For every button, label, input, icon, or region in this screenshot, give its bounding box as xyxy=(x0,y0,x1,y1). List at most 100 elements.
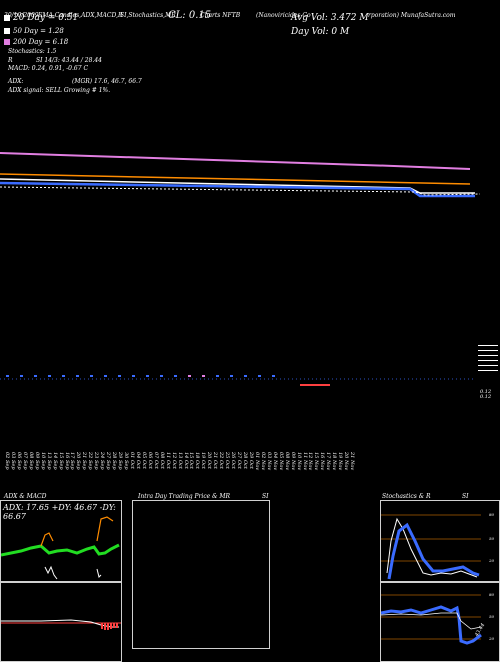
price-label-2: 0.12 xyxy=(480,394,492,400)
date-tick: 30 Sep xyxy=(123,452,129,470)
date-tick: 09 Nov xyxy=(289,452,296,471)
date-range: 30/10/2009 xyxy=(4,12,39,19)
date-tick: 27 Oct xyxy=(236,452,243,469)
adx-orange-line xyxy=(40,516,114,547)
date-tick: 06 Sep xyxy=(15,452,22,470)
adx-readout: ADX: 17.65 +DY: 46.67 -DY: 66.67 xyxy=(3,503,116,521)
date-tick: 29 Oct xyxy=(247,452,254,469)
date-tick: 04 Nov xyxy=(271,452,278,471)
date-tick: 15 Nov xyxy=(313,452,320,471)
date-tick: 22 Oct xyxy=(218,452,225,469)
date-tick: 25 Oct xyxy=(224,452,231,469)
date-tick: 02 Sep xyxy=(4,452,10,470)
intraday-panel xyxy=(132,500,270,649)
date-tick: 06 Oct xyxy=(146,452,153,469)
charts-for-label: Charts NFTB xyxy=(200,12,241,19)
date-tick: 14 Oct xyxy=(182,452,189,469)
si-white-line xyxy=(381,612,482,630)
date-tick: 11 Nov xyxy=(301,452,308,471)
date-tick: 20 Sep xyxy=(75,452,82,470)
adx-panel-title: ADX & MACD xyxy=(4,493,47,500)
adx-white-line xyxy=(44,565,102,580)
volume-markers xyxy=(6,375,330,386)
stoch-panel-title: Stochastics & R xyxy=(382,493,431,500)
date-tick: 27 Sep xyxy=(105,452,112,470)
macd-chart xyxy=(1,619,121,630)
date-tick: 01 Nov xyxy=(253,452,260,471)
company-name: (Nanoviricides Co xyxy=(256,12,311,19)
si-tick-2: 20 xyxy=(489,636,495,641)
indicators-menu[interactable]: EMA,Candles,ADX,MACD,R xyxy=(38,12,123,19)
date-tick: 08 Oct xyxy=(158,452,165,469)
si-tick-0: 80 xyxy=(489,592,495,597)
date-tick: 28 Sep xyxy=(111,452,118,470)
date-tick: 03 Sep xyxy=(9,452,16,470)
date-tick: 18 Oct xyxy=(194,452,201,469)
date-tick: 10 Sep xyxy=(39,452,46,470)
intraday-panel-title: Intra Day Trading Price & MR xyxy=(138,493,231,500)
date-tick: 12 Nov xyxy=(307,452,314,471)
stoch-d-line xyxy=(387,522,480,580)
date-tick: 13 Oct xyxy=(176,452,183,469)
date-tick: 09 Sep xyxy=(33,452,40,470)
date-tick: 15 Oct xyxy=(188,452,195,469)
date-tick: 08 Nov xyxy=(283,452,290,471)
date-tick: 28 Oct xyxy=(242,452,248,469)
date-tick: 15 Sep xyxy=(57,452,64,470)
date-tick: 01 Oct xyxy=(128,452,135,469)
ema200-swatch xyxy=(4,39,10,45)
si-chart xyxy=(381,594,482,645)
ema50-legend: 50 Day = 1.28 xyxy=(4,27,64,35)
date-tick: 24 Sep xyxy=(99,452,106,470)
date-tick: 11 Oct xyxy=(164,452,171,469)
mgr-readout: (MGR) 17.6, 46.7, 66.7 xyxy=(72,78,142,85)
date-tick: 05 Oct xyxy=(140,452,147,469)
date-tick: 16 Nov xyxy=(319,452,326,471)
date-tick: 17 Nov xyxy=(325,452,332,471)
date-tick: 05 Nov xyxy=(277,452,284,471)
ema200-text: 200 Day = 6.18 xyxy=(13,38,69,46)
ema50-swatch xyxy=(4,28,10,34)
stoch-chart xyxy=(381,514,481,580)
adx-chart xyxy=(1,516,120,580)
date-tick: 21 Sep xyxy=(81,452,88,470)
stoch-panel-si: SI xyxy=(462,493,469,500)
date-tick: 07 Sep xyxy=(21,452,28,470)
macd-panel xyxy=(0,582,122,662)
ema200-line xyxy=(0,152,471,170)
ema20-text: 20 Day = 0.51 xyxy=(13,13,79,23)
ema200-legend: 200 Day = 6.18 xyxy=(4,38,68,46)
ema50-text: 50 Day = 1.28 xyxy=(13,27,64,35)
date-tick: 08 Sep xyxy=(27,452,34,470)
date-tick: 21 Oct xyxy=(212,452,219,469)
date-tick: 12 Oct xyxy=(170,452,177,469)
si-panel: 80 50 20 43.44 xyxy=(380,582,500,662)
date-tick: 17 Sep xyxy=(69,452,76,470)
adx-label: ADX: xyxy=(8,78,24,85)
date-tick: 03 Nov xyxy=(265,452,272,471)
macd-readout: MACD: 0.24, 0.91, -0.67 C xyxy=(8,65,89,72)
stoch-panel: 80 50 20 xyxy=(380,500,500,582)
day-volume: Day Vol: 0 M xyxy=(291,27,350,37)
macd-histogram xyxy=(101,623,118,630)
avg-volume: Avg Vol: 3.472 M xyxy=(291,13,369,23)
ema-orange-line xyxy=(0,173,471,185)
date-tick: 16 Sep xyxy=(63,452,70,470)
date-tick: 20 Oct xyxy=(206,452,213,469)
date-tick: 19 Nov xyxy=(337,452,344,471)
date-tick: 22 Sep xyxy=(87,452,94,470)
ema20-swatch xyxy=(4,14,10,21)
indicators-menu-2[interactable]: SI,Stochastics,MR xyxy=(120,12,176,19)
adx-panel: ADX: 17.65 +DY: 46.67 -DY: 66.67 xyxy=(0,500,122,582)
date-tick: 18 Nov xyxy=(331,452,338,471)
date-axis: 02 Sep 03 Sep 06 Sep 07 Sep 08 Sep 09 Sep 10 S… xyxy=(0,452,360,492)
stochastics-readout: Stochastics: 1.5 xyxy=(8,48,57,55)
price-chart xyxy=(0,152,498,386)
stoch-tick-top-2: 20 xyxy=(489,558,495,563)
date-tick: 02 Nov xyxy=(259,452,266,471)
price-axis-bars xyxy=(478,345,498,371)
date-tick: 14 Sep xyxy=(51,452,58,470)
si-tick-1: 50 xyxy=(489,614,495,619)
price-label-1: 0.12 xyxy=(480,389,492,395)
date-tick: 13 Sep xyxy=(45,452,52,470)
